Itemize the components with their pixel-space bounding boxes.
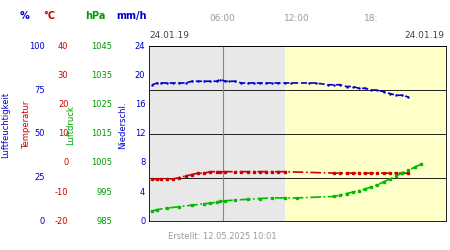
Text: 0: 0: [63, 158, 68, 168]
Text: 995: 995: [97, 188, 112, 196]
Text: 20: 20: [135, 71, 145, 80]
Text: 10: 10: [58, 129, 68, 138]
Text: 0: 0: [40, 217, 45, 226]
Bar: [148, 46, 284, 221]
Text: 40: 40: [58, 42, 68, 51]
Text: 0: 0: [140, 217, 145, 226]
Text: 18:: 18:: [364, 14, 378, 23]
Text: 4: 4: [140, 188, 145, 196]
Text: 8: 8: [140, 158, 145, 168]
Text: hPa: hPa: [85, 11, 105, 21]
Text: 20: 20: [58, 100, 68, 109]
Bar: [284, 46, 446, 221]
Text: 1025: 1025: [91, 100, 112, 109]
Text: °C: °C: [44, 11, 55, 21]
Text: %: %: [20, 11, 30, 21]
Text: 24.01.19: 24.01.19: [404, 31, 444, 40]
Text: 06:00: 06:00: [210, 14, 236, 23]
Text: -20: -20: [55, 217, 68, 226]
Text: 100: 100: [29, 42, 45, 51]
Text: -10: -10: [55, 188, 68, 196]
Text: 75: 75: [34, 86, 45, 94]
Text: Luftdruck: Luftdruck: [67, 105, 76, 145]
Text: Luftfeuchtigkeit: Luftfeuchtigkeit: [1, 92, 10, 158]
Text: mm/h: mm/h: [116, 11, 147, 21]
Text: 12: 12: [135, 129, 145, 138]
Text: 1045: 1045: [91, 42, 112, 51]
Text: 24.01.19: 24.01.19: [150, 31, 190, 40]
Text: Temperatur: Temperatur: [22, 101, 32, 149]
Text: 50: 50: [35, 129, 45, 138]
Text: 1015: 1015: [91, 129, 112, 138]
Text: 16: 16: [135, 100, 145, 109]
Text: Erstellt: 12.05.2025 10:01: Erstellt: 12.05.2025 10:01: [168, 232, 277, 241]
Text: Niederschl.: Niederschl.: [118, 101, 127, 149]
Text: 25: 25: [35, 173, 45, 182]
Text: 985: 985: [97, 217, 112, 226]
Text: 1035: 1035: [91, 71, 112, 80]
Text: 24: 24: [135, 42, 145, 51]
Text: 1005: 1005: [91, 158, 112, 168]
Text: 12:00: 12:00: [284, 14, 310, 23]
Text: 30: 30: [58, 71, 68, 80]
